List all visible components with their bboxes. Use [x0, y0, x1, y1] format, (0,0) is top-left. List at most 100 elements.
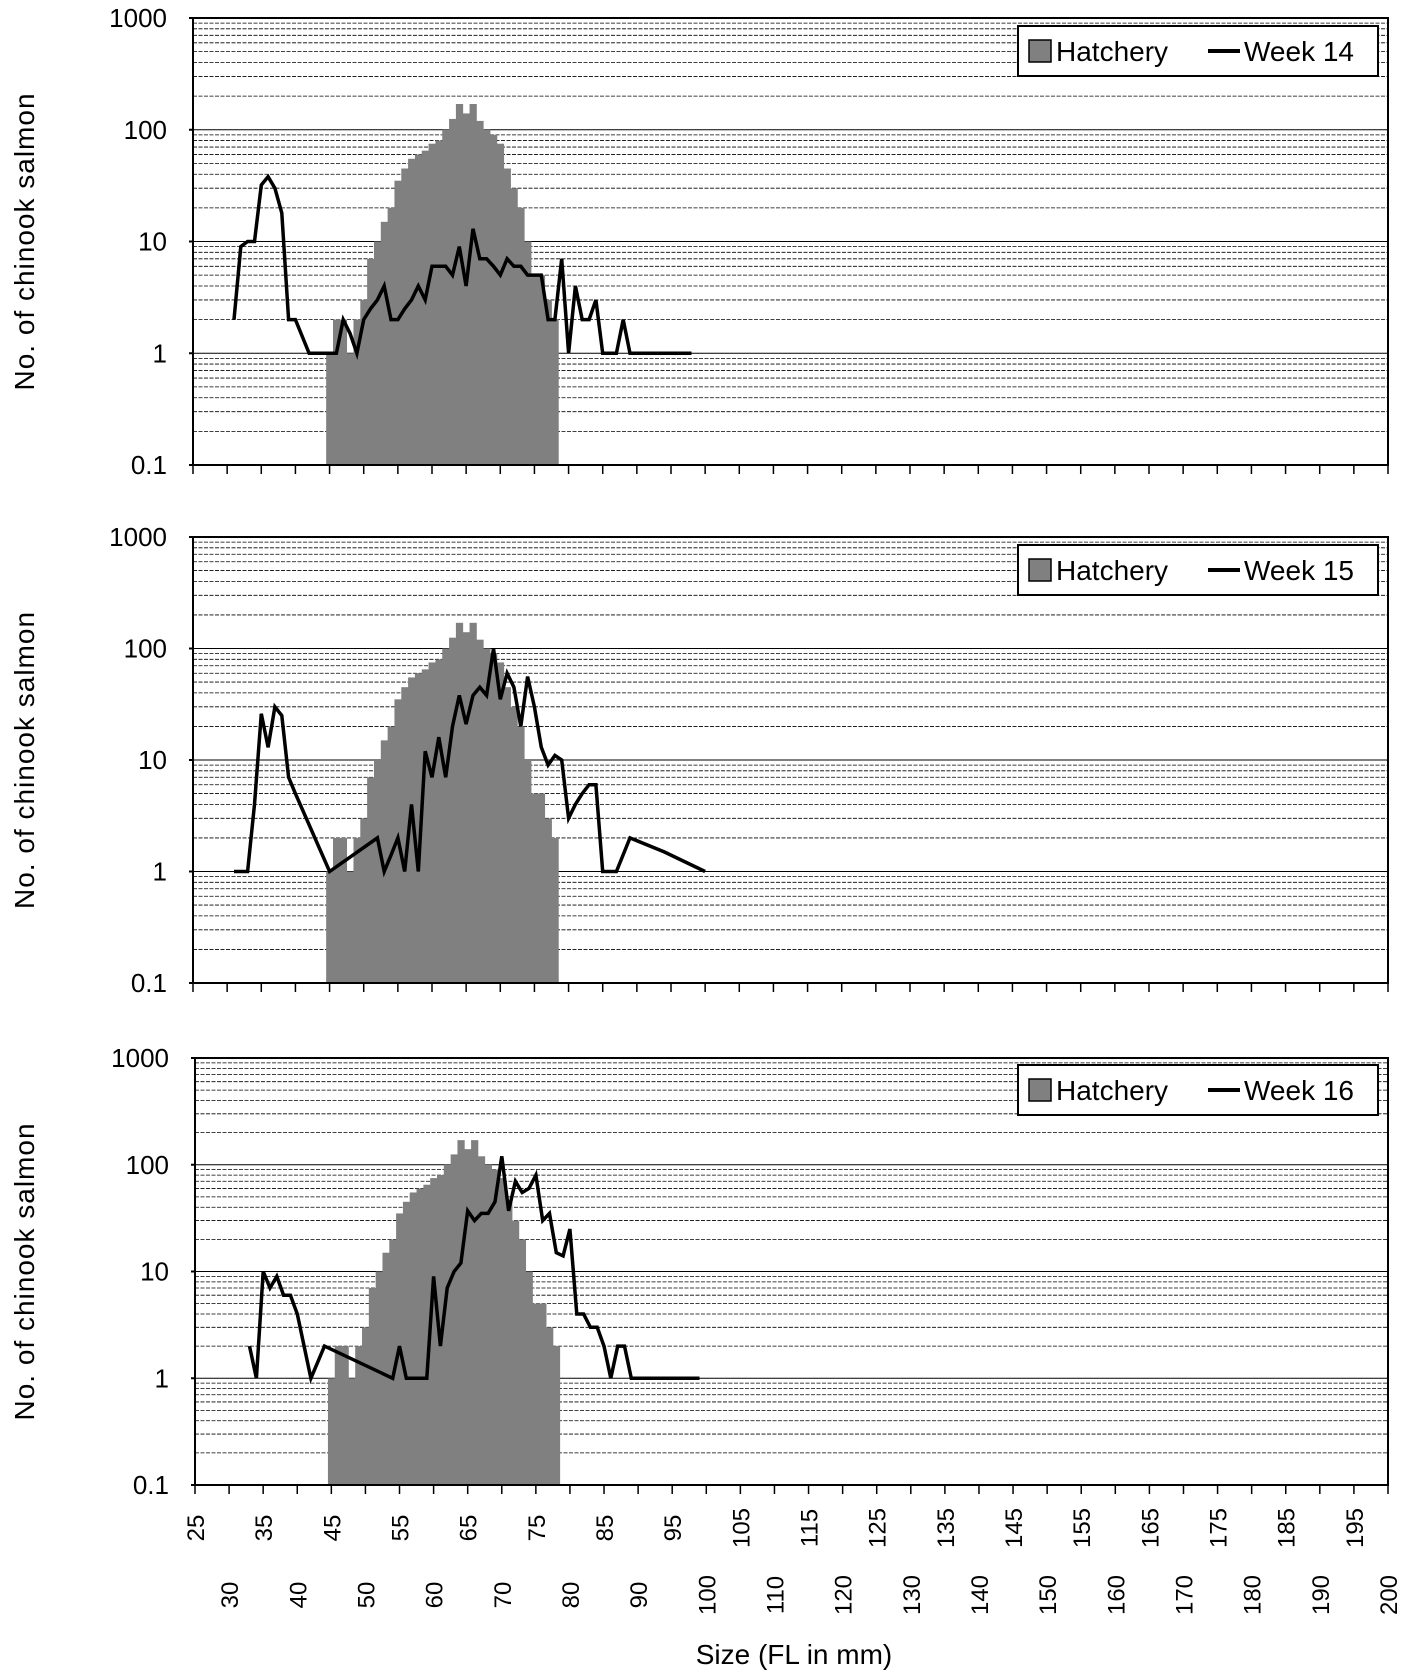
hatchery-bar	[483, 129, 491, 465]
x-tick-label: 45	[319, 1515, 346, 1542]
hatchery-bar	[382, 1252, 390, 1485]
hatchery-bar	[524, 760, 532, 983]
hatchery-bar	[355, 1346, 363, 1485]
y-tick-label: 10	[138, 745, 167, 775]
week-line	[247, 1156, 700, 1385]
hatchery-bar	[394, 180, 402, 466]
hatchery-bar	[389, 1239, 397, 1485]
y-axis-label: No. of chinook salmon	[9, 92, 40, 390]
hatchery-bar	[332, 837, 341, 983]
hatchery-bar	[469, 622, 477, 983]
x-tick-label: 105	[728, 1508, 755, 1548]
hatchery-bar	[518, 1239, 527, 1485]
week-line	[232, 173, 692, 360]
x-tick-label: 185	[1274, 1508, 1301, 1548]
hatchery-bar	[442, 648, 450, 983]
legend-box	[1017, 1064, 1379, 1116]
hatchery-bar	[450, 1154, 458, 1485]
x-tick-label: 175	[1206, 1508, 1233, 1548]
x-tick-label: 90	[626, 1582, 653, 1609]
hatchery-bar	[544, 818, 552, 983]
chart-panel-week-16: 0.1 1 10 100 1000 No. of chinook salmon Hatche…	[9, 1043, 1389, 1500]
hatchery-bar	[455, 622, 464, 983]
hatchery-bar	[443, 1164, 452, 1485]
hatchery-bar	[409, 1192, 417, 1485]
hatchery-bar	[368, 1288, 377, 1485]
hatchery-bar	[490, 134, 498, 465]
legend-box	[1017, 25, 1379, 77]
legend-label-hatchery: Hatchery	[1056, 36, 1168, 67]
chart-panel-week-15: 0.1 1 10 100 1000 No. of chinook salmon Hatche…	[9, 522, 1389, 998]
y-tick-label: 1	[153, 857, 167, 887]
hatchery-bar	[476, 639, 484, 983]
hatchery-bar	[408, 158, 416, 465]
hatchery-bar	[326, 871, 334, 983]
hatchery-bar	[496, 143, 505, 465]
x-tick-label: 150	[1035, 1575, 1062, 1615]
hatchery-bar	[544, 299, 552, 465]
x-tick-label: 170	[1171, 1575, 1198, 1615]
hatchery-bar	[362, 1327, 370, 1485]
x-tick-label: 40	[285, 1582, 312, 1609]
x-tick-label: 70	[490, 1582, 517, 1609]
x-tick-label: 165	[1137, 1508, 1164, 1548]
y-tick-label: 1	[155, 1363, 169, 1393]
hatchery-bar	[428, 143, 436, 465]
hatchery-bar	[511, 1220, 520, 1485]
hatchery-bar	[339, 319, 348, 465]
legend-swatch-hatchery	[1028, 39, 1052, 63]
x-tick-label: 200	[1376, 1575, 1403, 1615]
x-tick-label: 190	[1308, 1575, 1335, 1615]
x-tick-label: 30	[217, 1582, 244, 1609]
hatchery-bar	[380, 221, 389, 465]
hatchery-bar	[471, 1140, 479, 1485]
legend-label-hatchery: Hatchery	[1056, 555, 1168, 586]
x-tick-label: 100	[694, 1575, 721, 1615]
hatchery-bar	[531, 275, 539, 465]
hatchery-bar	[546, 1327, 554, 1485]
hatchery-bar	[510, 706, 518, 983]
hatchery-bar	[327, 1378, 336, 1485]
hatchery-bar	[367, 258, 375, 465]
hatchery-bar	[360, 299, 368, 465]
x-tick-label: 60	[422, 1582, 449, 1609]
y-tick-label: 100	[124, 115, 167, 145]
x-tick-label: 50	[353, 1582, 380, 1609]
hatchery-bar	[373, 760, 382, 983]
x-tick-label: 120	[831, 1575, 858, 1615]
hatchery-bar	[334, 1346, 342, 1485]
y-tick-label: 100	[126, 1150, 169, 1180]
x-tick-label: 80	[558, 1582, 585, 1609]
x-tick-label: 155	[1069, 1508, 1096, 1548]
hatchery-bar	[462, 632, 470, 983]
legend-label-hatchery: Hatchery	[1056, 1075, 1168, 1106]
hatchery-bar	[490, 653, 498, 983]
legend-swatch-hatchery	[1028, 1078, 1052, 1102]
x-tick-label: 85	[592, 1515, 619, 1542]
legend-label-week: Week 14	[1244, 36, 1354, 67]
x-tick-label: 160	[1103, 1575, 1130, 1615]
hatchery-bar	[402, 1201, 411, 1485]
hatchery-bar	[477, 1156, 486, 1485]
x-tick-label: 135	[933, 1508, 960, 1548]
legend-label-week: Week 16	[1244, 1075, 1354, 1106]
hatchery-bar	[551, 837, 559, 983]
hatchery-bar	[348, 1378, 356, 1485]
x-tick-label: 195	[1342, 1508, 1369, 1548]
hatchery-bar	[339, 837, 348, 983]
legend-swatch-hatchery	[1028, 558, 1052, 582]
hatchery-bar	[505, 1201, 513, 1485]
x-tick-label: 145	[1001, 1508, 1028, 1548]
hatchery-bar	[414, 154, 423, 465]
hatchery-bar	[503, 168, 511, 466]
x-tick-label: 65	[456, 1515, 483, 1542]
x-tick-label: 180	[1240, 1575, 1267, 1615]
hatchery-bar	[375, 1271, 383, 1485]
hatchery-bar	[552, 1346, 561, 1485]
hatchery-bar	[449, 637, 457, 983]
hatchery-bar	[421, 669, 429, 983]
y-tick-label: 100	[124, 634, 167, 664]
legend-label-week: Week 15	[1244, 555, 1354, 586]
hatchery-bar	[476, 120, 484, 466]
y-tick-label: 1000	[109, 522, 167, 552]
